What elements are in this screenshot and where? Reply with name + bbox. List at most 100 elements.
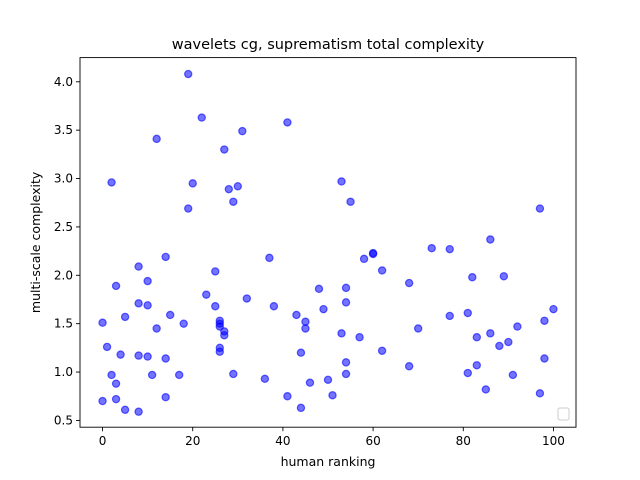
x-axis-label: human ranking [281,454,376,469]
x-tick-label: 40 [275,434,290,448]
y-axis: 0.5 1.0 1.5 2.0 2.5 3.0 3.5 4.0 [54,75,80,427]
data-point [174,370,184,380]
data-point [161,252,170,262]
y-tick-label: 2.0 [54,268,73,282]
x-tick-label: 100 [542,434,565,448]
data-point [269,302,279,311]
data-point [161,354,170,363]
data-point [197,113,206,122]
data-point [215,347,224,356]
data-point [111,281,121,291]
data-point [211,267,220,276]
data-point [233,182,243,191]
data-point [238,126,247,136]
data-point [296,403,306,413]
y-tick-label: 1.5 [54,317,73,331]
y-tick-label: 0.5 [54,413,73,427]
data-point [107,370,116,380]
data-point [143,352,152,361]
data-point [229,369,238,379]
data-point [323,375,333,384]
data-point [134,351,143,360]
data-point [355,333,364,342]
data-point [301,324,310,333]
data-point [341,358,351,367]
data-point [107,178,116,187]
y-tick-label: 1.0 [54,365,73,379]
chart-title: wavelets cg, suprematism total complexit… [172,37,485,53]
data-point [337,329,346,338]
x-axis: 0 20 40 60 80 100 [99,427,565,448]
data-point [346,197,355,206]
data-point [341,369,351,379]
data-point [260,374,270,384]
x-tick-label: 80 [456,434,471,448]
data-point [134,299,143,308]
data-point [468,273,477,282]
data-point [540,354,549,363]
data-point [143,301,152,310]
x-tick-label: 60 [365,434,380,448]
y-axis-label: multi-scale complexity [28,171,43,313]
data-point [314,284,324,294]
data-point [161,393,170,402]
data-point [184,204,193,213]
data-point [404,278,414,288]
data-point [134,262,143,271]
data-point [188,179,197,188]
data-point [202,290,211,299]
data-point [540,316,549,325]
plot-area-frame [79,57,577,428]
data-point [508,370,518,380]
data-point [111,379,121,388]
data-point [242,294,252,303]
data-point [296,348,306,357]
data-point [499,272,509,281]
data-point [341,283,351,293]
data-point [134,407,143,416]
data-point [328,391,337,400]
data-point [283,118,292,127]
data-point [265,253,274,263]
data-point [224,184,233,194]
data-point [337,177,346,186]
data-point [368,249,378,259]
data-point [283,392,292,401]
data-point [305,378,315,387]
data-point [413,324,423,333]
data-point [445,244,454,254]
data-point [120,312,130,322]
data-point [549,304,558,314]
data-point [184,69,193,79]
data-point [481,385,491,394]
data-point [463,368,472,378]
data-point [98,396,107,406]
data-point [495,341,504,351]
data-point [120,405,130,414]
data-point [98,318,107,327]
y-tick-label: 4.0 [54,75,73,89]
data-point [341,298,351,307]
data-point [220,145,229,154]
x-tick-label: 20 [185,434,200,448]
data-point [486,235,495,244]
data-point [319,304,328,314]
data-point [229,197,238,206]
data-point [292,310,301,320]
legend [557,407,570,421]
data-points [98,69,558,416]
data-point [301,317,310,326]
data-point [404,362,414,371]
data-point [377,266,387,275]
data-point [486,329,495,338]
y-tick-label: 3.5 [54,123,73,137]
data-point [179,319,188,328]
data-point [427,244,436,253]
data-point [535,389,545,398]
data-point [116,350,125,359]
data-point [211,302,220,311]
data-point [152,134,161,144]
data-point [111,394,121,404]
data-point [504,337,513,347]
